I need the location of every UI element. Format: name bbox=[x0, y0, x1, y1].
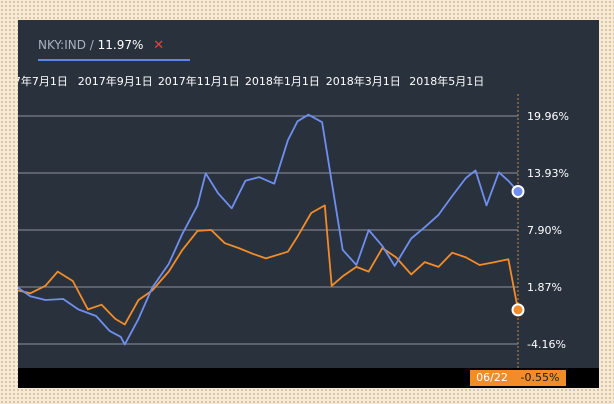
legend-symbol: NKY:IND bbox=[38, 38, 86, 52]
time-bar bbox=[18, 368, 599, 388]
line-chart: 19.96% 13.93% 7.90% 1.87% -4.16% 2017年7月1日 201… bbox=[18, 74, 569, 368]
y-tick-label: 7.90% bbox=[527, 224, 562, 237]
crosshair-value-tag: -0.55% bbox=[514, 370, 566, 386]
x-tick-label: 2018年5月1日 bbox=[409, 74, 484, 88]
y-tick-label: -4.16% bbox=[527, 338, 566, 351]
series-line-1 bbox=[18, 113, 519, 346]
x-tick-label: 2017年9月1日 bbox=[78, 74, 153, 88]
x-tick-label: 2017年11月1日 bbox=[158, 74, 240, 88]
close-icon[interactable]: ✕ bbox=[153, 38, 165, 53]
series-end-marker bbox=[511, 303, 525, 317]
y-tick-label: 1.87% bbox=[527, 281, 562, 294]
series-line-2 bbox=[18, 204, 519, 326]
crosshair-date-tag: 06/22 bbox=[470, 370, 514, 386]
x-tick-label: 2018年3月1日 bbox=[326, 74, 401, 88]
chart-panel: 19.96% 13.93% 7.90% 1.87% -4.16% 2017年7月1日 201… bbox=[18, 20, 599, 388]
legend-underline bbox=[38, 59, 190, 61]
y-tick-label: 13.93% bbox=[527, 167, 569, 180]
x-tick-label: 2018年1月1日 bbox=[245, 74, 320, 88]
x-tick-label: 2017年7月1日 bbox=[18, 74, 68, 88]
legend-separator: / bbox=[89, 38, 94, 52]
series-end-marker bbox=[511, 185, 525, 199]
legend-value: 11.97% bbox=[97, 38, 144, 52]
y-tick-label: 19.96% bbox=[527, 110, 569, 123]
legend[interactable]: NKY:IND / 11.97% ✕ bbox=[38, 38, 164, 53]
